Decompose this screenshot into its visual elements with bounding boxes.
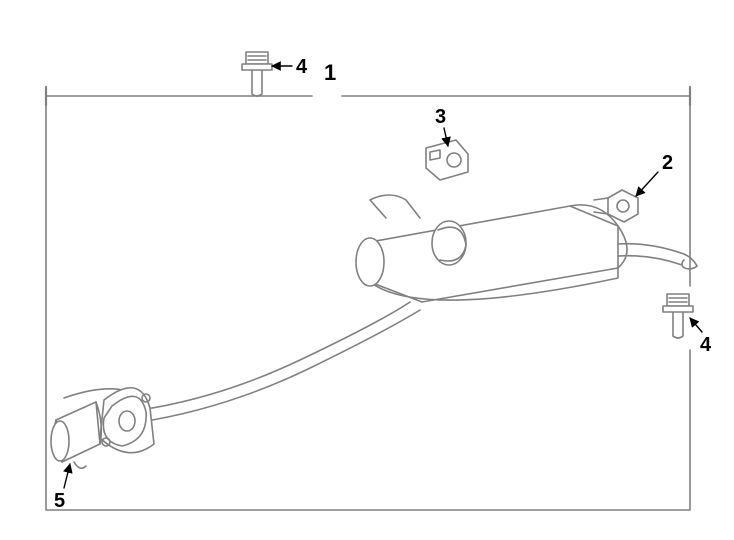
isolator-2 <box>594 190 638 222</box>
callout-5: 5 <box>54 490 65 513</box>
callout-1: 1 <box>324 60 336 86</box>
bolt-4-a <box>242 52 272 96</box>
callout-4b: 4 <box>700 334 711 357</box>
parts-diagram <box>0 0 734 540</box>
bolt-4-b <box>663 294 693 338</box>
callout-2: 2 <box>662 152 673 175</box>
isolator-3 <box>426 140 468 180</box>
callout-4a: 4 <box>296 56 307 79</box>
muffler-assembly <box>356 195 697 302</box>
flange <box>100 388 154 453</box>
callout-3: 3 <box>435 106 446 129</box>
exhaust-tip <box>51 402 101 468</box>
